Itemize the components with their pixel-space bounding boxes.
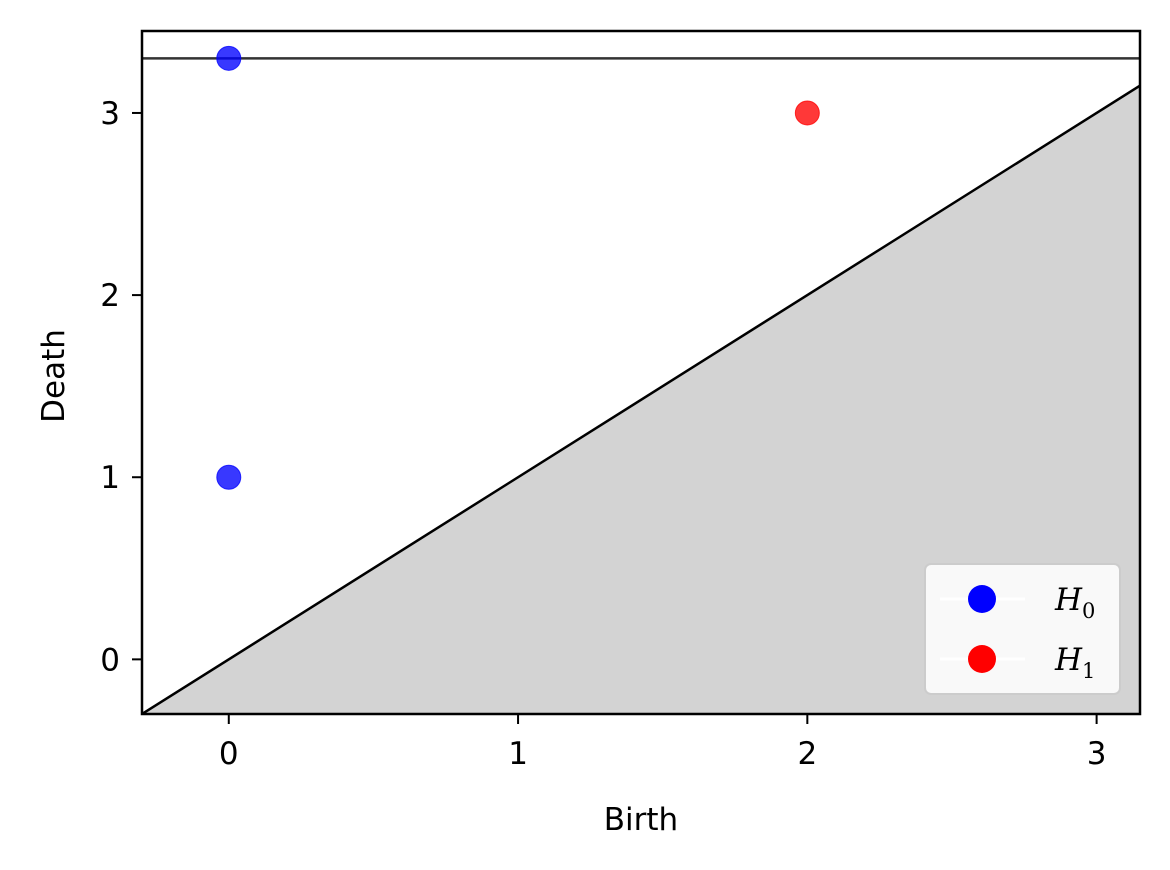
x-tick-label-1: 1 — [508, 736, 528, 772]
x-axis-label: Birth — [604, 802, 678, 838]
y-axis-label: Death — [36, 329, 72, 423]
diagonal-line — [142, 84, 1140, 714]
legend-label-h1: H1 — [1054, 642, 1095, 683]
plot-area — [142, 57, 1140, 714]
x-tick-label-3: 3 — [1087, 736, 1107, 772]
x-tick-label-0: 0 — [219, 736, 239, 772]
y-axis-ticks: 0 1 2 3 — [100, 96, 142, 678]
x-tick-label-2: 2 — [797, 736, 817, 772]
point-h0-2 — [216, 464, 242, 490]
legend-marker-h0 — [968, 585, 996, 613]
point-h1-1 — [794, 100, 820, 126]
plot-frame — [140, 29, 1142, 716]
data-points — [216, 45, 820, 490]
y-tick-label-0: 0 — [100, 642, 120, 678]
legend-marker-h1 — [968, 645, 996, 673]
point-h0-1 — [216, 45, 242, 71]
legend-label-h0: H0 — [1054, 582, 1095, 623]
y-tick-label-1: 1 — [100, 460, 120, 496]
y-tick-label-2: 2 — [100, 278, 120, 314]
y-tick-label-3: 3 — [100, 96, 120, 132]
x-axis-ticks: 0 1 2 3 — [219, 714, 1107, 772]
